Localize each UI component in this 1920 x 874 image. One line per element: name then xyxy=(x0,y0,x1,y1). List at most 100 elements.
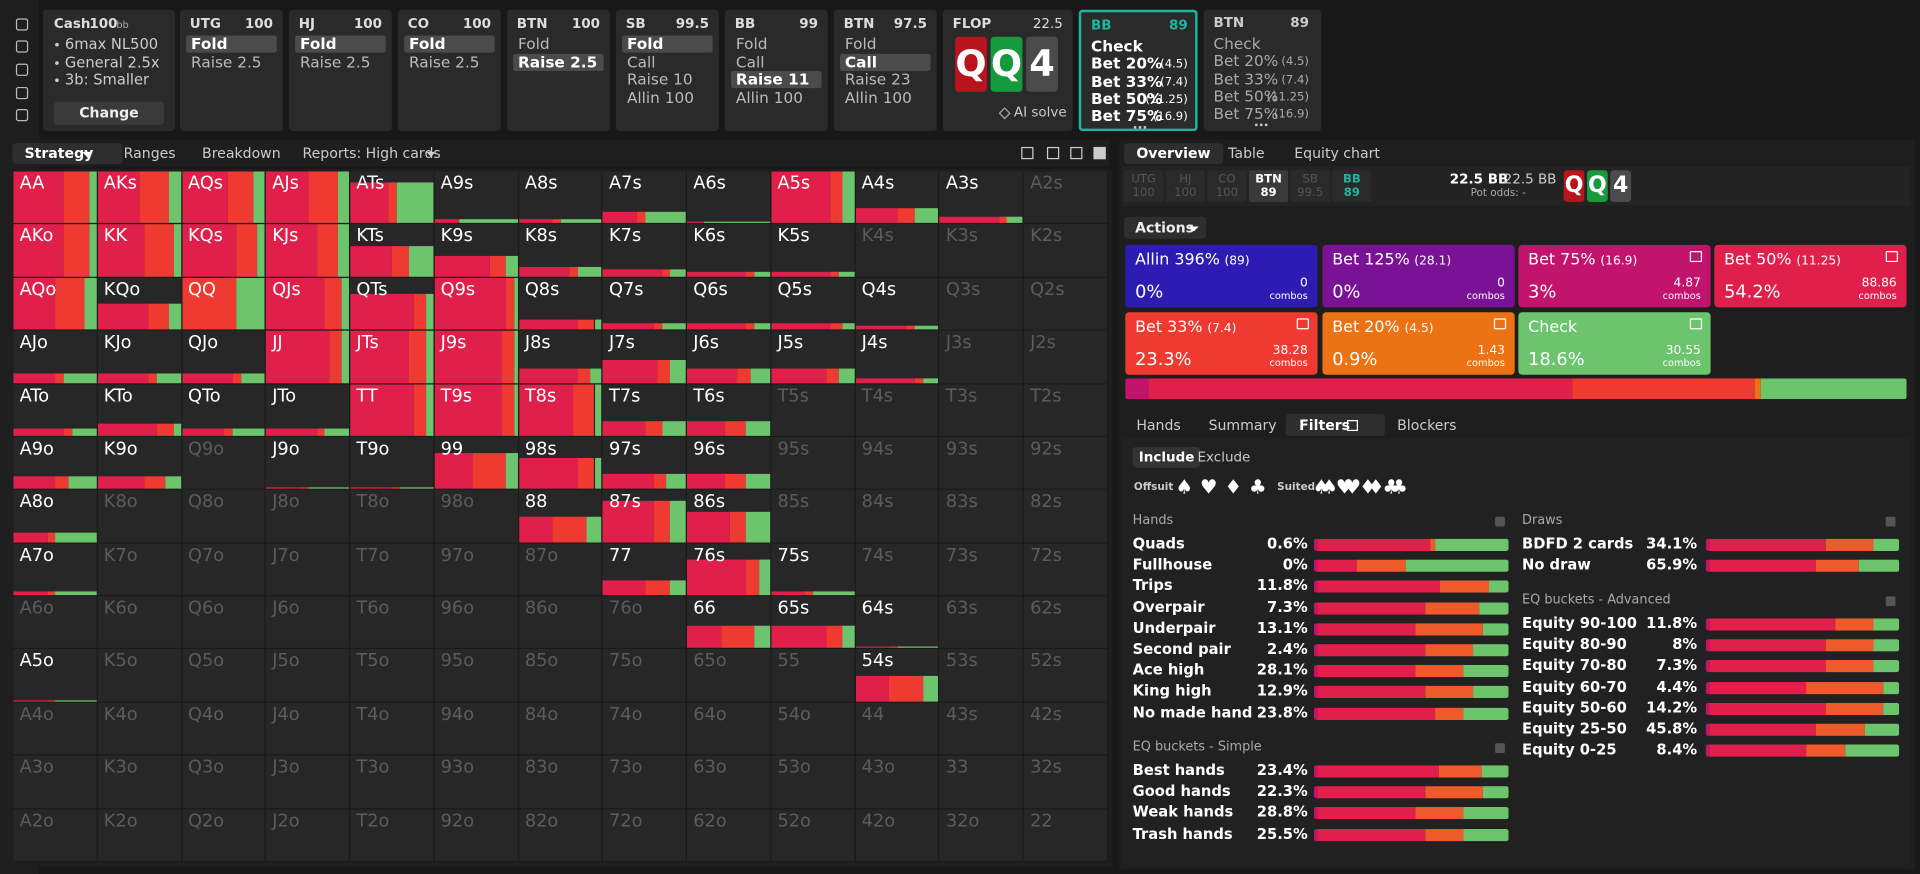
hand-cell[interactable]: J8s xyxy=(518,330,603,384)
street-action[interactable]: Bet 33% xyxy=(1091,71,1163,91)
street-action[interactable]: Check xyxy=(1213,34,1261,53)
hand-cell[interactable]: K9o xyxy=(97,437,182,491)
action-option[interactable]: Raise 23 xyxy=(844,69,911,89)
tab[interactable]: Strategy xyxy=(12,143,123,165)
hand-cell[interactable]: QQ xyxy=(181,277,267,331)
hand-cell[interactable]: 73o xyxy=(602,755,688,809)
group-icon[interactable] xyxy=(1495,743,1505,754)
hand-cell[interactable]: 76o xyxy=(602,596,688,650)
hand-cell[interactable]: J9s xyxy=(434,330,519,384)
hand-cell[interactable]: JTo xyxy=(266,383,351,438)
hand-cell[interactable]: KQs xyxy=(181,224,267,278)
action-option[interactable]: Call xyxy=(840,53,931,71)
hand-cell[interactable]: 66 xyxy=(687,596,772,650)
hand-cell[interactable]: 22 xyxy=(1023,808,1109,863)
action-option[interactable]: Allin 100 xyxy=(626,87,694,106)
hand-cell[interactable]: A6s xyxy=(687,171,772,225)
filter-tab[interactable]: Filters xyxy=(1285,413,1385,436)
mode[interactable]: Exclude xyxy=(1197,449,1251,466)
hand-cell[interactable]: A2s xyxy=(1023,171,1109,225)
hand-cell[interactable]: Q9o xyxy=(181,437,267,491)
hand-cell[interactable]: JTs xyxy=(350,330,435,384)
hand-cell[interactable]: T5s xyxy=(771,383,856,438)
hand-cell[interactable]: Q4o xyxy=(181,702,267,756)
street-action[interactable]: Bet 75% xyxy=(1213,104,1279,123)
hand-cell[interactable]: 63s xyxy=(939,596,1024,650)
hand-cell[interactable]: 92s xyxy=(1023,437,1109,491)
hand-cell[interactable]: KJs xyxy=(266,224,351,278)
action-option[interactable]: Fold xyxy=(735,34,768,53)
hand-cell[interactable]: 64s xyxy=(855,596,940,650)
hand-cell[interactable]: 72s xyxy=(1023,543,1109,597)
hand-cell[interactable]: T7o xyxy=(350,543,435,597)
hand-cell[interactable]: KTo xyxy=(97,383,182,438)
hand-cell[interactable]: 94o xyxy=(434,702,519,756)
hand-cell[interactable]: 52s xyxy=(1023,649,1109,703)
overview-tab[interactable]: Table xyxy=(1228,144,1265,162)
group-icon[interactable] xyxy=(1885,596,1896,607)
hand-cell[interactable]: 93o xyxy=(434,755,519,809)
street-action[interactable]: Bet 20% xyxy=(1213,51,1279,71)
hand-cell[interactable]: QJo xyxy=(181,330,267,384)
hand-cell[interactable]: ATo xyxy=(13,383,98,438)
action-option[interactable]: Fold xyxy=(295,35,386,53)
hand-cell[interactable]: 73s xyxy=(939,543,1024,597)
hand-cell[interactable]: J6o xyxy=(266,596,351,650)
ai-solve[interactable]: AI solve xyxy=(1013,104,1067,120)
hand-cell[interactable]: T8s xyxy=(518,383,603,438)
hand-cell[interactable]: A8o xyxy=(13,490,98,544)
hand-cell[interactable]: 87o xyxy=(518,543,603,597)
hand-cell[interactable]: 95o xyxy=(434,649,519,703)
suit-pair[interactable]: ♥♥ xyxy=(1335,475,1361,499)
tab[interactable]: Ranges xyxy=(123,144,176,162)
hand-cell[interactable]: A5s xyxy=(771,171,856,225)
hand-cell[interactable]: K6o xyxy=(97,596,182,650)
hand-cell[interactable]: AA xyxy=(13,171,98,225)
action-option[interactable]: Call xyxy=(735,52,765,71)
action-tile[interactable]: Bet 20% (4.5) 0.9% 1.43 combos xyxy=(1322,312,1515,375)
hand-cell[interactable]: Q3o xyxy=(181,755,267,809)
filter-tab[interactable]: Blockers xyxy=(1397,416,1457,434)
hand-cell[interactable]: 94s xyxy=(855,437,940,491)
street-action[interactable]: Bet 50% xyxy=(1213,86,1279,106)
hand-cell[interactable]: J4o xyxy=(266,702,351,756)
hand-cell[interactable]: 97s xyxy=(602,437,688,491)
hand-cell[interactable]: A7s xyxy=(602,171,688,225)
hand-cell[interactable]: 82o xyxy=(518,808,603,863)
view-icon[interactable] xyxy=(1070,146,1083,160)
hand-cell[interactable]: T3s xyxy=(939,383,1024,438)
hand-cell[interactable]: K8o xyxy=(97,490,182,544)
action-tile[interactable]: Allin 396% (89) 0% 0 combos xyxy=(1125,244,1318,308)
hand-cell[interactable]: 54o xyxy=(771,702,856,756)
view-icon[interactable] xyxy=(1093,146,1106,160)
hand-cell[interactable]: T8o xyxy=(350,490,435,544)
hand-cell[interactable]: JJ xyxy=(266,330,351,384)
hand-cell[interactable]: 32o xyxy=(939,808,1024,863)
hand-cell[interactable]: Q2s xyxy=(1023,277,1109,331)
hand-cell[interactable]: 84o xyxy=(518,702,603,756)
action-option[interactable]: Fold xyxy=(404,35,495,53)
hand-cell[interactable]: Q5o xyxy=(181,649,267,703)
hand-cell[interactable]: 65o xyxy=(687,649,772,703)
action-option[interactable]: Allin 100 xyxy=(844,87,912,106)
suit[interactable]: ♣ xyxy=(1248,475,1267,499)
hand-cell[interactable]: 87s xyxy=(602,490,688,544)
hand-cell[interactable]: 42s xyxy=(1023,702,1109,756)
hand-cell[interactable]: T4s xyxy=(855,383,940,438)
tab[interactable]: Breakdown xyxy=(202,144,281,162)
action-option[interactable]: Fold xyxy=(844,34,877,53)
hand-cell[interactable]: KTs xyxy=(350,224,435,278)
action-option[interactable]: Call xyxy=(626,52,656,71)
hand-cell[interactable]: QTs xyxy=(350,277,435,331)
street-action[interactable]: Bet 75% xyxy=(1091,106,1163,126)
sidebar-icon[interactable] xyxy=(15,63,29,76)
hand-cell[interactable]: K3o xyxy=(97,755,182,809)
hand-cell[interactable]: K4s xyxy=(855,224,940,278)
hand-cell[interactable]: J4s xyxy=(855,330,940,384)
hand-cell[interactable]: A9o xyxy=(13,437,98,491)
hand-cell[interactable]: T7s xyxy=(602,383,688,438)
action-option[interactable]: Fold xyxy=(517,34,550,53)
hand-cell[interactable]: 82s xyxy=(1023,490,1109,544)
filter-tab[interactable]: Summary xyxy=(1208,416,1277,434)
hand-cell[interactable]: Q8s xyxy=(518,277,603,331)
